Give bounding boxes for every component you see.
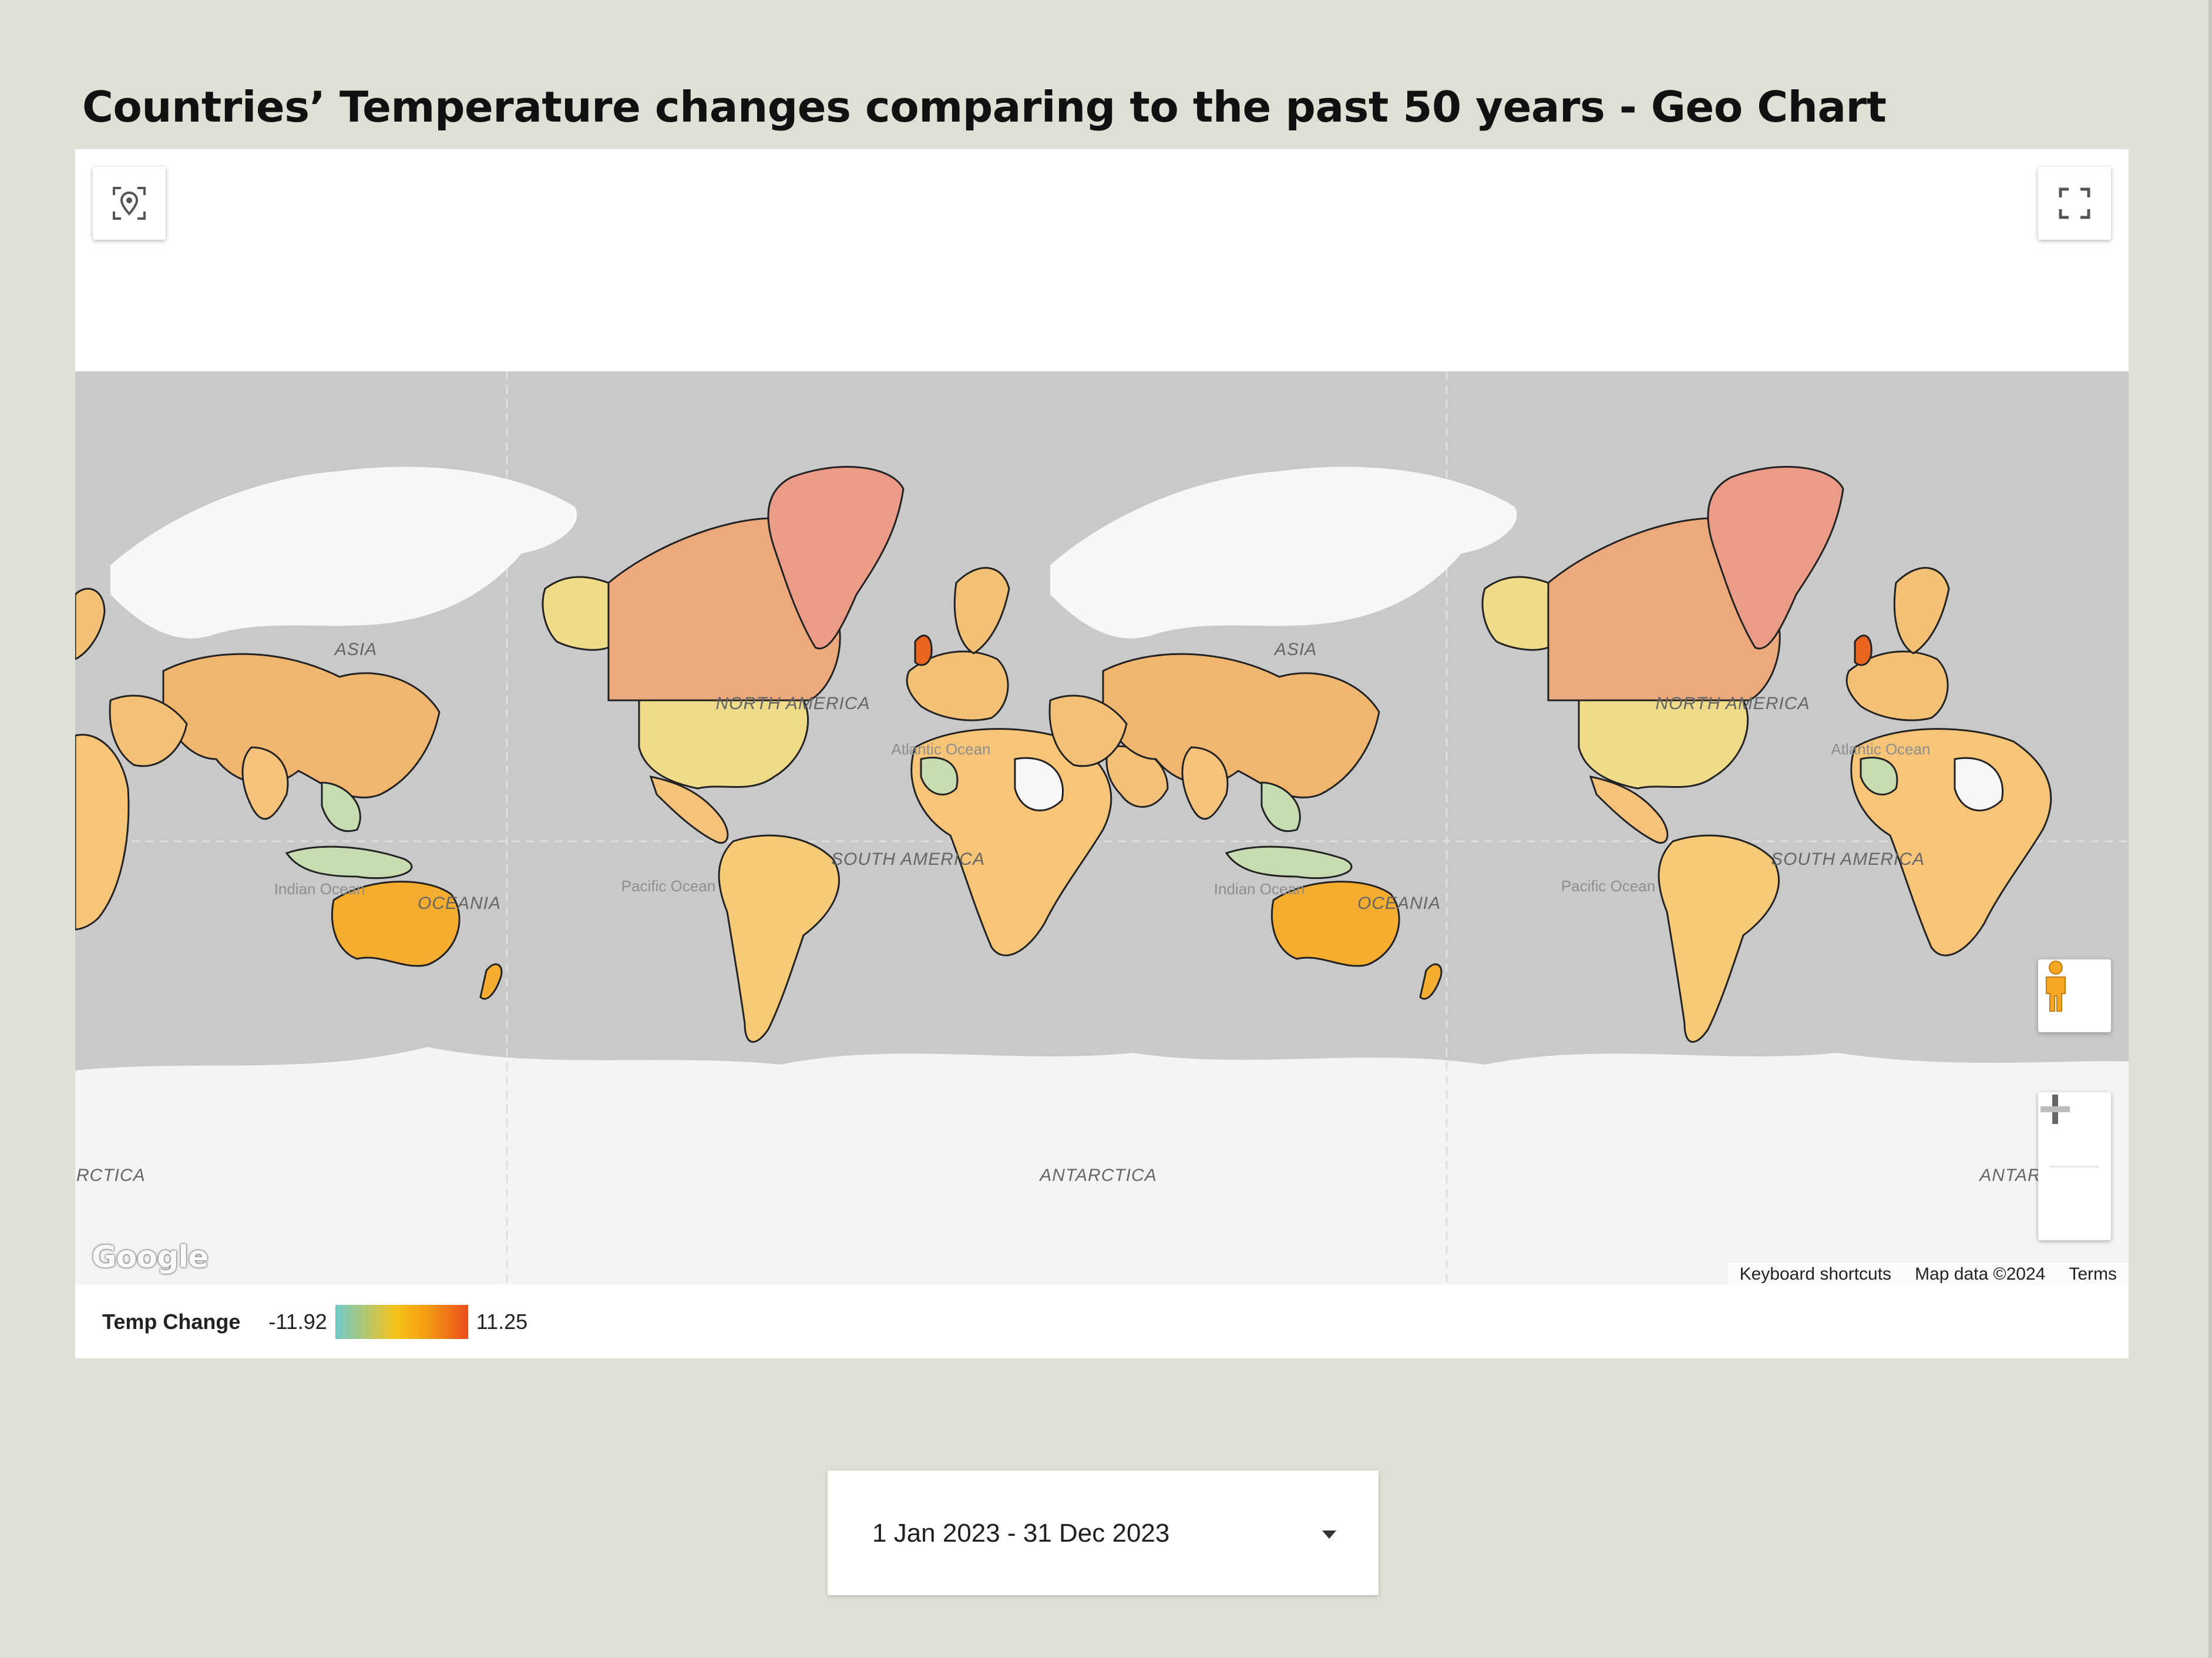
- greenland-region: [767, 466, 905, 650]
- map-attribution: Keyboard shortcuts Map data ©2024 Terms: [1727, 1263, 2129, 1285]
- label-asia-2: ASIA: [1273, 640, 1317, 659]
- label-pacific: Pacific Ocean: [621, 877, 715, 895]
- zoom-control: [2038, 1092, 2111, 1240]
- asia-region: [162, 653, 441, 798]
- pegman-icon: [2046, 961, 2066, 1012]
- indonesia-region: [285, 845, 413, 880]
- page-edge: [2208, 0, 2212, 1658]
- india-region: [241, 746, 289, 820]
- uk-region: [914, 635, 933, 666]
- mexico-region: [649, 776, 729, 844]
- new-zealand-region: [479, 963, 503, 1000]
- label-oceania: OCEANIA: [418, 894, 501, 913]
- street-view-button[interactable]: [2038, 959, 2111, 1032]
- date-range-value: 1 Jan 2023 - 31 Dec 2023: [872, 1519, 1170, 1548]
- zoom-divider: [2050, 1165, 2099, 1167]
- russia-region: [110, 466, 577, 639]
- legend-max: 11.25: [476, 1310, 528, 1334]
- south-america-region: [718, 834, 840, 1043]
- label-south-america: SOUTH AMERICA: [831, 850, 985, 869]
- minus-icon: [2040, 1106, 2070, 1112]
- dropdown-caret-icon: [1322, 1531, 1336, 1539]
- world-copy-2: [1048, 466, 2052, 1043]
- fullscreen-icon: [2059, 187, 2090, 219]
- scandinavia-region: [953, 567, 1010, 655]
- west-africa-cool: [920, 756, 959, 796]
- label-north-america: NORTH AMERICA: [715, 694, 870, 713]
- africa-no-data: [1014, 757, 1064, 811]
- label-indian: Indian Ocean: [274, 880, 365, 898]
- label-indian-2: Indian Ocean: [1214, 880, 1305, 898]
- legend-title: Temp Change: [102, 1310, 241, 1334]
- geo-chart-panel: ASIA ASIA NORTH AMERICA NORTH AMERICA SO…: [75, 149, 2129, 1358]
- google-logo: Google: [92, 1240, 209, 1275]
- locate-button[interactable]: [93, 167, 166, 240]
- label-north-america-2: NORTH AMERICA: [1655, 694, 1810, 713]
- usa-region: [638, 699, 809, 790]
- geo-map[interactable]: ASIA ASIA NORTH AMERICA NORTH AMERICA SO…: [75, 371, 2129, 1285]
- label-atlantic-2: Atlantic Ocean: [1831, 740, 1930, 758]
- middle-east-region: [109, 694, 188, 767]
- fullscreen-button[interactable]: [2038, 167, 2111, 240]
- legend-min: -11.92: [268, 1310, 327, 1334]
- label-atlantic: Atlantic Ocean: [891, 740, 990, 758]
- label-oceania-2: OCEANIA: [1357, 894, 1441, 913]
- antarctica-region: [75, 1047, 2129, 1285]
- europe-region: [906, 650, 1009, 721]
- keyboard-shortcuts-link[interactable]: Keyboard shortcuts: [1739, 1264, 1892, 1284]
- map-data-text: Map data ©2024: [1915, 1264, 2046, 1284]
- label-asia: ASIA: [334, 640, 377, 659]
- alaska-region: [542, 576, 610, 651]
- color-legend: Temp Change -11.92 11.25: [102, 1304, 527, 1340]
- se-asia-region: [321, 781, 361, 833]
- scandinavia-west-region: [75, 588, 106, 660]
- date-range-selector[interactable]: 1 Jan 2023 - 31 Dec 2023: [828, 1471, 1379, 1595]
- africa-east-edge: [75, 734, 130, 931]
- australia-region: [331, 881, 460, 967]
- label-pacific-2: Pacific Ocean: [1561, 877, 1655, 895]
- label-antarctica: ANTARCTICA: [1038, 1166, 1157, 1185]
- page-title: Countries’ Temperature changes comparing…: [82, 82, 1887, 132]
- zoom-out-button[interactable]: [2038, 1106, 2111, 1240]
- label-south-america-2: SOUTH AMERICA: [1771, 850, 1925, 869]
- label-antarctica-cut: RCTICA: [76, 1166, 146, 1185]
- legend-gradient: [335, 1305, 468, 1339]
- terms-link[interactable]: Terms: [2069, 1264, 2117, 1284]
- world-copy-1: [75, 466, 1169, 1043]
- location-target-icon: [113, 187, 146, 220]
